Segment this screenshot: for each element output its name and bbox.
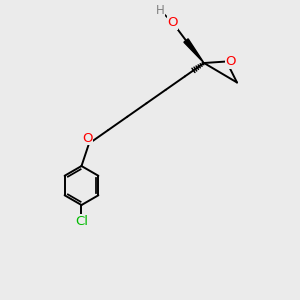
Text: H: H	[156, 4, 165, 17]
Text: O: O	[167, 16, 178, 29]
Text: O: O	[226, 55, 236, 68]
Text: O: O	[82, 132, 93, 145]
Text: Cl: Cl	[75, 215, 88, 228]
Polygon shape	[184, 39, 204, 63]
